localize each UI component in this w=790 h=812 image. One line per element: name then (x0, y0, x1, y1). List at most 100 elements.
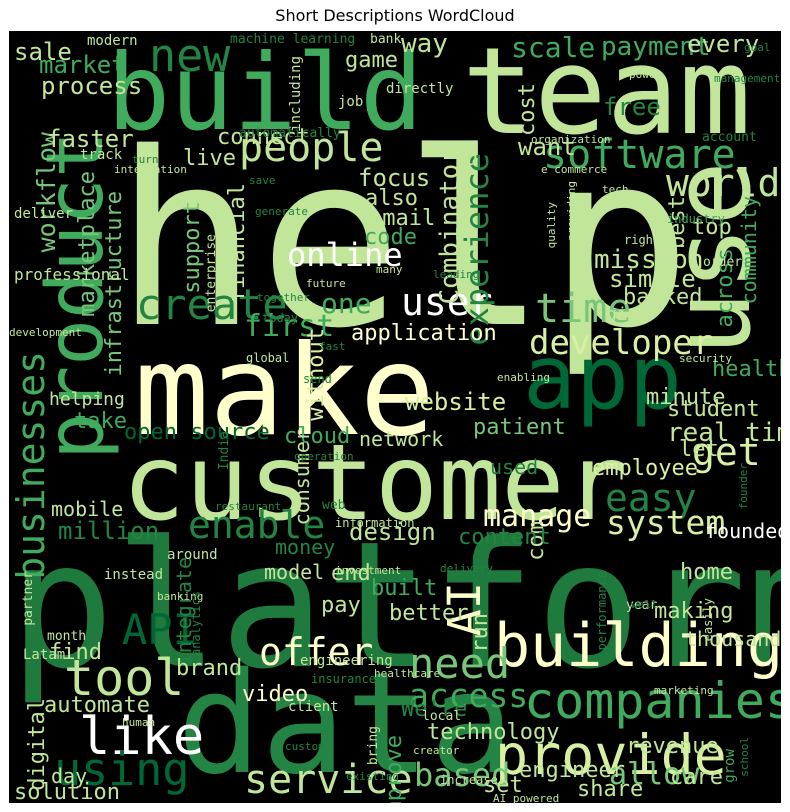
cloud-word: content (458, 525, 551, 550)
cloud-word: make (134, 319, 436, 464)
cloud-word: order (703, 255, 743, 270)
cloud-word: help (114, 101, 692, 381)
cloud-word: application (351, 321, 497, 346)
cloud-word: improve (382, 735, 407, 803)
cloud-word: payment (601, 32, 711, 62)
cloud-word: turn (132, 153, 159, 166)
cloud-word: solution (14, 780, 120, 804)
cloud-word: top (692, 215, 732, 240)
cloud-word: performance (595, 571, 609, 651)
figure-title: Short Descriptions WordCloud (275, 6, 515, 25)
cloud-word: organization (531, 133, 611, 146)
cloud-word: AI powered (493, 792, 560, 803)
cloud-word: real time (667, 418, 781, 448)
cloud-word: development (9, 326, 82, 339)
cloud-word: web (322, 498, 346, 513)
cloud-word: enterprise (204, 234, 219, 313)
cloud-word: simple (609, 265, 696, 293)
cloud-word: set (483, 773, 523, 798)
cloud-word: first (244, 309, 335, 344)
cloud-word: digital (25, 698, 50, 791)
cloud-word: online (287, 236, 403, 274)
cloud-word: e commerce (541, 163, 608, 176)
cloud-word: insurance (311, 672, 377, 686)
cloud-word: cost (515, 83, 540, 136)
cloud-word: send (303, 372, 332, 386)
cloud-word: restaurant (215, 500, 282, 513)
cloud-word: community (737, 196, 761, 305)
cloud-word: founded (705, 519, 781, 543)
cloud-word: helping (49, 389, 125, 410)
cloud-word: school (738, 737, 751, 777)
cloud-word: revenue (626, 734, 719, 759)
cloud-word: API (122, 605, 198, 654)
cloud-word: brand (176, 656, 243, 681)
cloud-word: give (606, 304, 650, 325)
cloud-word: way (401, 31, 448, 59)
cloud-word: founder (737, 463, 750, 510)
cloud-word: automatically (239, 126, 341, 141)
cloud-word: new (149, 31, 231, 82)
cloud-word: people (239, 125, 384, 171)
cloud-word: local (422, 709, 462, 724)
cloud-word: need (409, 639, 511, 688)
cloud-word: account (702, 130, 757, 145)
cloud-word: home (680, 560, 733, 585)
cloud-word: share (577, 777, 644, 802)
word-cloud-canvas: help platform make customer data team build pro… (9, 31, 781, 803)
cloud-word: security (679, 352, 732, 365)
cloud-word: take (74, 409, 127, 434)
cloud-word: engineering (300, 653, 393, 669)
cloud-word: enabling (497, 371, 550, 384)
cloud-word: live (183, 146, 236, 171)
cloud-word: offer (259, 630, 374, 674)
cloud-word: easy (605, 476, 697, 520)
cloud-word: technology (427, 720, 560, 745)
cloud-word: month (47, 629, 87, 644)
cloud-word: free (603, 93, 661, 121)
cloud-word: game (345, 48, 398, 73)
cloud-word: process (41, 72, 143, 100)
cloud-word: support (180, 201, 205, 294)
cloud-word: integration (114, 163, 187, 176)
cloud-word: grow (722, 749, 738, 783)
cloud-word: every (687, 31, 760, 58)
cloud-word: investment (335, 564, 402, 577)
cloud-word: connect (217, 125, 310, 150)
cloud-word: student (667, 397, 760, 422)
cloud-word: day (51, 764, 88, 788)
cloud-word: million (58, 517, 160, 545)
cloud-word: built (371, 576, 438, 601)
cloud-word: quality (545, 202, 558, 249)
cloud-word: get (692, 430, 761, 474)
cloud-word: access (409, 676, 529, 715)
cloud-word: We're (401, 697, 468, 722)
cloud-word: network (359, 427, 444, 451)
cloud-word: software (543, 132, 736, 178)
cloud-word: patient (473, 415, 566, 440)
cloud-word: end (331, 561, 371, 586)
cloud-word: operation (294, 450, 354, 463)
cloud-word: customer (122, 422, 628, 544)
cloud-word: custom (285, 740, 325, 753)
cloud-word: using (54, 743, 190, 796)
cloud-word: world (666, 161, 781, 205)
cloud-word: open source (124, 420, 270, 445)
cloud-word: employee (592, 456, 698, 481)
cloud-word: financial (225, 183, 250, 303)
cloud-word: let (679, 437, 719, 462)
cloud-word: around (167, 547, 218, 563)
cloud-word: create (136, 280, 288, 329)
cloud-word: automate (44, 693, 150, 718)
cloud-word: save (249, 174, 276, 187)
cloud-word: enable (188, 503, 326, 547)
cloud-word: information (335, 516, 415, 530)
cloud-word: also (365, 186, 418, 211)
cloud-word: mission (594, 245, 704, 275)
cloud-word: existing (346, 770, 399, 783)
cloud-word: thousand (685, 627, 781, 651)
cloud-word: website (405, 388, 507, 416)
cloud-word: instead (104, 567, 164, 583)
cloud-word: time (535, 286, 632, 332)
cloud-word: bank (370, 32, 402, 47)
